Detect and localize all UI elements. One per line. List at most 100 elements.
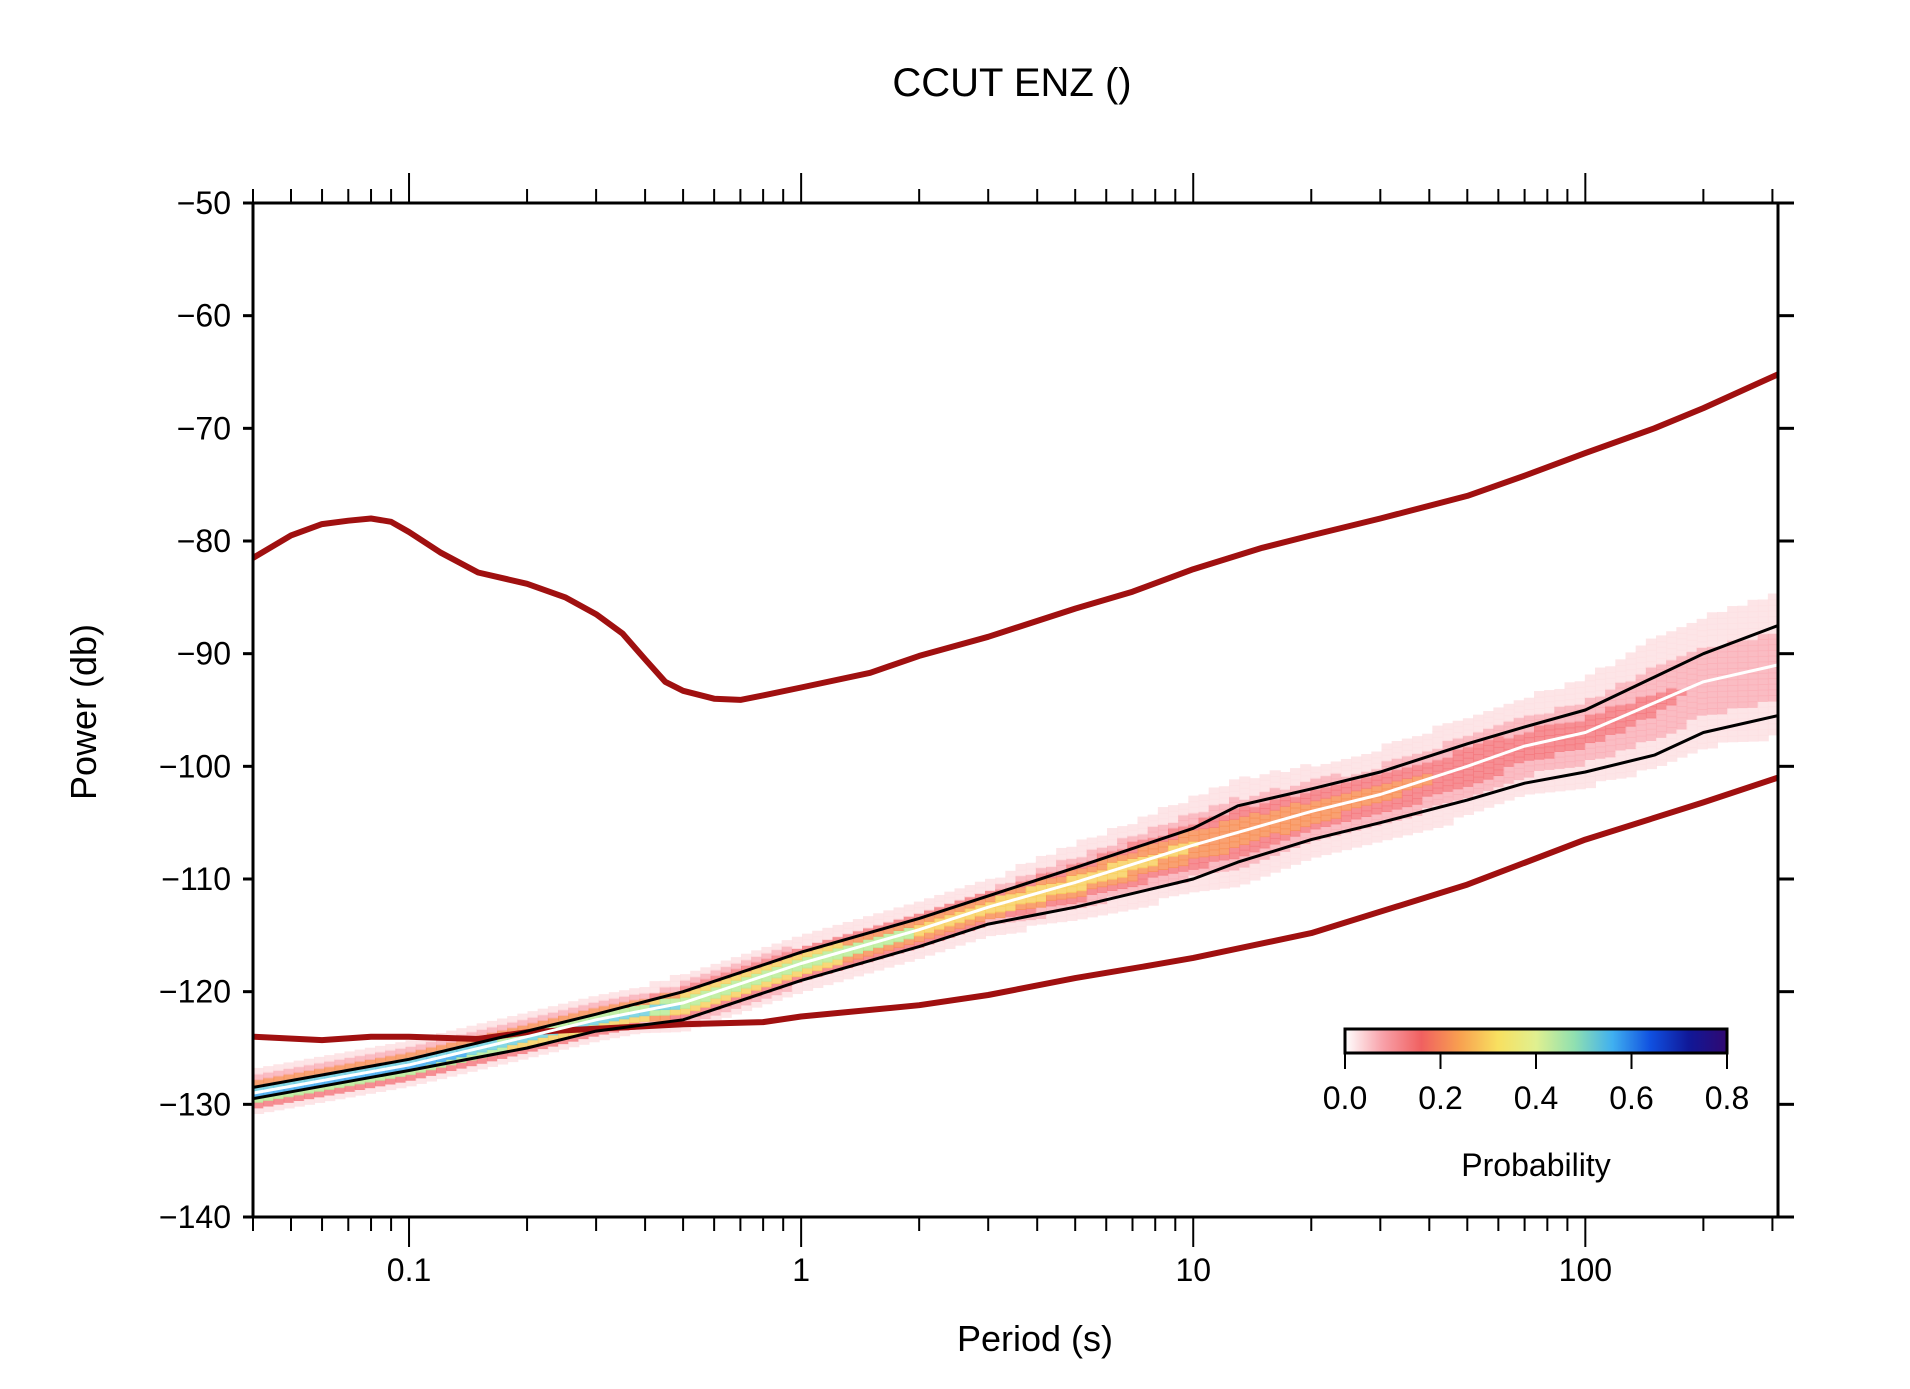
density-cell xyxy=(1727,617,1739,624)
density-cell xyxy=(1564,761,1576,768)
density-cell xyxy=(1574,692,1586,700)
density-cell xyxy=(1656,646,1668,654)
density-cell xyxy=(1747,622,1759,629)
density-cell xyxy=(1320,763,1332,771)
density-cell xyxy=(1503,754,1515,762)
density-cell xyxy=(1401,817,1413,825)
density-cell xyxy=(415,1054,427,1062)
density-cell xyxy=(1676,627,1688,634)
plot-frame xyxy=(251,201,1780,1219)
density-cell xyxy=(852,947,864,954)
density-cell xyxy=(1076,845,1088,852)
density-cell xyxy=(1473,748,1485,756)
density-cell xyxy=(883,949,895,957)
density-cell xyxy=(954,893,966,901)
density-cell xyxy=(1727,645,1739,653)
density-cell xyxy=(466,1048,478,1055)
density-cell xyxy=(324,1083,336,1090)
density-cell xyxy=(852,958,864,966)
density-cell xyxy=(1727,690,1739,698)
density-cell xyxy=(1076,895,1088,903)
density-cell xyxy=(507,1038,519,1046)
density-cell xyxy=(1025,868,1037,876)
density-cell xyxy=(1584,680,1596,687)
density-cell xyxy=(375,1074,387,1081)
density-cell xyxy=(802,956,814,963)
density-cell xyxy=(1381,754,1393,762)
density-cell xyxy=(1351,779,1363,786)
density-cell xyxy=(1493,769,1505,777)
density-cell xyxy=(1747,616,1759,624)
density-cell xyxy=(1178,848,1190,855)
density-cell xyxy=(1625,658,1637,665)
density-cell xyxy=(863,938,875,946)
density-cell xyxy=(1269,770,1281,777)
density-cell xyxy=(1503,771,1515,779)
density-cell xyxy=(924,948,936,956)
density-cell xyxy=(1767,700,1778,708)
density-cell xyxy=(761,980,773,988)
density-cell xyxy=(791,970,803,978)
density-cell xyxy=(1127,829,1139,837)
density-cell xyxy=(1401,777,1413,785)
density-cell xyxy=(395,1047,407,1055)
density-cell xyxy=(1523,754,1535,761)
density-cell xyxy=(1432,821,1444,829)
density-cell xyxy=(1340,820,1352,828)
density-cell xyxy=(1422,750,1434,758)
density-cell xyxy=(1096,852,1108,860)
density-cell xyxy=(1320,820,1332,827)
density-cell xyxy=(619,990,631,997)
density-cell xyxy=(883,910,895,917)
density-cell xyxy=(293,1060,305,1068)
density-cell xyxy=(273,1092,285,1100)
density-cell xyxy=(1259,802,1271,810)
density-cell xyxy=(1107,873,1119,880)
density-cell xyxy=(1046,894,1058,901)
density-cell xyxy=(1605,671,1617,679)
density-cell xyxy=(985,906,997,914)
density-cell xyxy=(1391,825,1403,833)
density-cell xyxy=(832,958,844,966)
density-cell xyxy=(1137,872,1149,880)
x-axis: 0.1 1 10 100 xyxy=(252,173,1774,1288)
density-cell xyxy=(1351,784,1363,792)
density-cell xyxy=(1035,872,1047,880)
density-cell xyxy=(751,972,763,980)
density-cell xyxy=(1168,816,1180,824)
density-cell xyxy=(283,1084,295,1092)
density-cell xyxy=(1747,644,1759,652)
density-cell xyxy=(1615,772,1627,779)
density-cell xyxy=(1727,662,1739,670)
density-cell xyxy=(1656,742,1668,750)
density-cell xyxy=(1473,799,1485,806)
density-cell xyxy=(354,1055,366,1062)
density-cell xyxy=(863,916,875,923)
density-cell xyxy=(1473,782,1485,789)
density-cell xyxy=(974,881,986,889)
density-cell xyxy=(751,1001,763,1008)
density-cell xyxy=(1229,818,1241,826)
density-cell xyxy=(1168,861,1180,869)
density-cell xyxy=(1412,753,1424,760)
density-cell xyxy=(832,953,844,960)
density-cell xyxy=(1757,712,1769,719)
density-cell xyxy=(456,1061,468,1069)
density-cell xyxy=(863,955,875,963)
density-cell xyxy=(1005,910,1017,917)
density-cell xyxy=(1706,736,1718,743)
density-cell xyxy=(324,1088,336,1096)
density-cell xyxy=(1066,852,1078,860)
density-cell xyxy=(1279,839,1291,847)
density-cell xyxy=(1188,801,1200,808)
density-cell xyxy=(1107,839,1119,846)
density-cell xyxy=(1554,700,1566,707)
density-cell xyxy=(1290,858,1302,865)
density-cell xyxy=(1188,818,1200,825)
density-cell xyxy=(1279,862,1291,869)
density-cell xyxy=(608,1003,620,1011)
density-cell xyxy=(1391,808,1403,816)
density-cell xyxy=(1676,705,1688,713)
density-cell xyxy=(1737,678,1749,686)
density-cell xyxy=(1666,698,1678,706)
